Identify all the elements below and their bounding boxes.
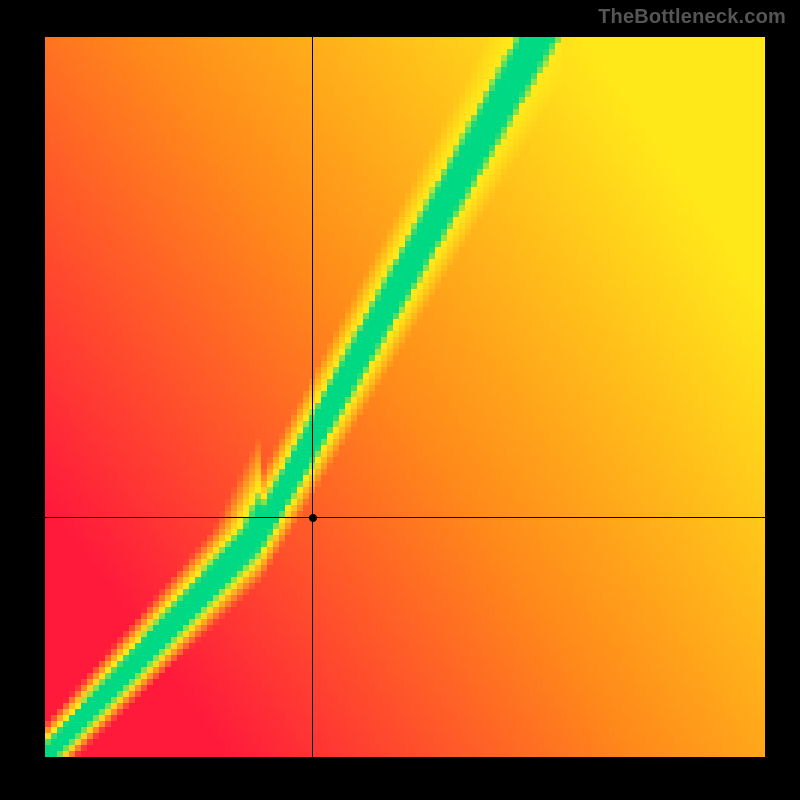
- chart-container: TheBottleneck.com: [0, 0, 800, 800]
- heatmap-canvas: [45, 37, 765, 757]
- plot-area: [45, 37, 765, 757]
- crosshair-dot: [309, 514, 317, 522]
- crosshair-horizontal: [45, 517, 765, 518]
- watermark-text: TheBottleneck.com: [598, 6, 786, 29]
- crosshair-vertical: [312, 37, 313, 757]
